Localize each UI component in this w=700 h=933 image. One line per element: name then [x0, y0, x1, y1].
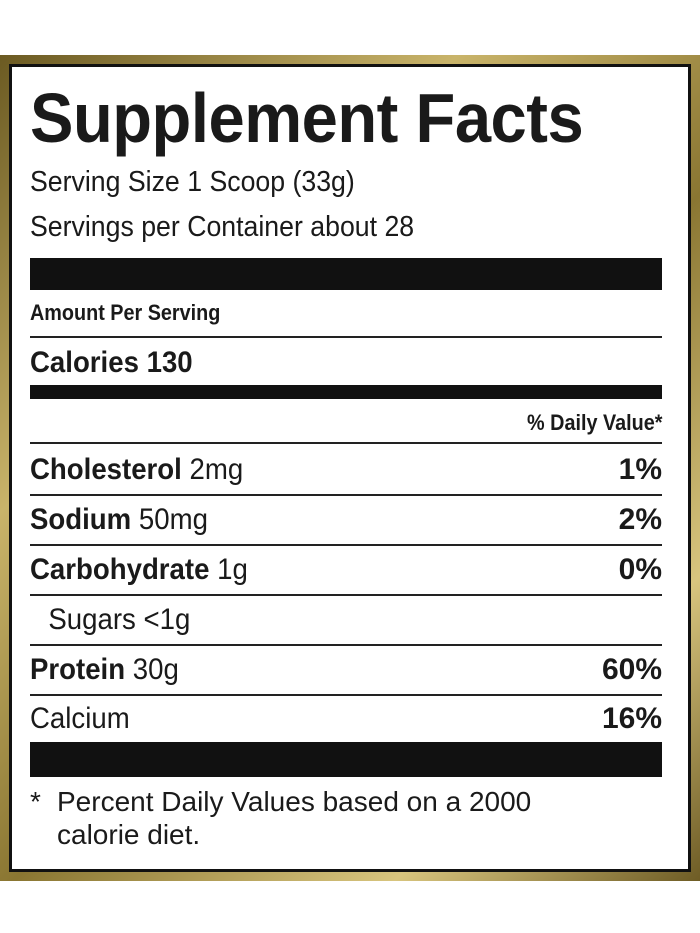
nutrient-name: Calcium: [30, 702, 130, 735]
nutrient-amount: 1g: [217, 553, 248, 586]
nutrient-name: Protein: [30, 653, 126, 686]
rule: [30, 644, 662, 646]
rule: [30, 442, 662, 444]
divider-bar: [30, 385, 662, 399]
calories-amount: 130: [146, 346, 193, 379]
daily-value: 0%: [618, 553, 662, 586]
daily-value: 60%: [601, 653, 662, 686]
rule: [30, 594, 662, 596]
nutrient-row: Sugars <1g: [30, 600, 662, 640]
nutrient-name: Sodium: [30, 503, 132, 536]
amount-per-serving: Amount Per Serving: [30, 300, 221, 325]
daily-value: 2%: [618, 503, 662, 536]
nutrient-name: Sugars: [48, 603, 136, 636]
rule: [30, 544, 662, 546]
daily-value: 1%: [618, 453, 662, 486]
nutrient-amount: 2mg: [189, 453, 244, 486]
rule: [30, 336, 662, 338]
title: Supplement Facts: [30, 79, 584, 157]
nutrient-row: Cholesterol 2mg 1%: [30, 450, 662, 490]
calories-row: Calories 130: [30, 343, 662, 383]
serving-size: Serving Size 1 Scoop (33g): [30, 166, 355, 198]
nutrient-name: Cholesterol: [30, 453, 182, 486]
daily-value: 16%: [601, 702, 662, 735]
nutrient-row: Protein 30g 60%: [30, 650, 662, 690]
servings-per-container: Servings per Container about 28: [30, 211, 415, 243]
rule: [30, 494, 662, 496]
divider-bar: [30, 258, 662, 290]
label-panel: [9, 64, 691, 872]
nutrient-amount: 30g: [132, 653, 179, 686]
nutrient-amount: 50mg: [138, 503, 208, 536]
calories-label: Calories: [30, 346, 139, 379]
nutrient-row: Sodium 50mg 2%: [30, 500, 662, 540]
nutrient-row: Calcium 16%: [30, 699, 662, 739]
footnote-marker: *: [30, 786, 41, 817]
footnote-line: calorie diet.: [57, 819, 201, 850]
nutrient-name: Carbohydrate: [30, 553, 210, 586]
nutrient-row: Carbohydrate 1g 0%: [30, 550, 662, 590]
nutrient-amount: <1g: [143, 603, 191, 636]
rule: [30, 694, 662, 696]
footnote-line: Percent Daily Values based on a 2000: [57, 786, 532, 817]
daily-value-header: % Daily Value*: [526, 410, 662, 435]
divider-bar: [30, 742, 662, 777]
